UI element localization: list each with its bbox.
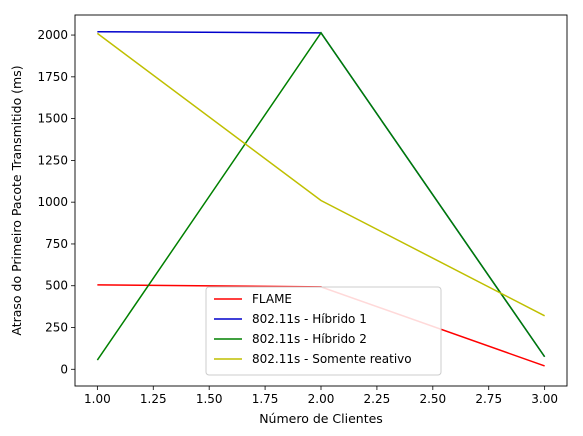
y-axis-ticks: 0 250 500 750 1000 1250 1500 1750 2000 (37, 28, 75, 376)
y-tick-label: 1500 (37, 112, 68, 126)
x-tick-label: 2.75 (475, 392, 502, 406)
x-tick-label: 1.75 (252, 392, 279, 406)
y-tick-label: 250 (45, 321, 68, 335)
legend-label-3: 802.11s - Híbrido 2 (252, 332, 367, 346)
x-axis-label: Número de Clientes (259, 411, 383, 426)
x-tick-label: 3.00 (531, 392, 558, 406)
series-line-4 (96, 32, 545, 317)
y-axis-label: Atraso do Primeiro Pacote Transmitido (m… (9, 65, 24, 335)
x-tick-label: 1.00 (84, 392, 111, 406)
x-tick-label: 2.50 (419, 392, 446, 406)
y-tick-label: 500 (45, 279, 68, 293)
y-tick-label: 1250 (37, 153, 68, 167)
legend: FLAME 802.11s - Híbrido 1 802.11s - Híbrid… (205, 286, 442, 376)
y-tick-label: 0 (60, 362, 68, 376)
legend-label-4: 802.11s - Somente reativo (252, 352, 412, 366)
x-axis-ticks: 1.00 1.25 1.50 1.75 2.00 2.25 2.50 2.75 3.00 (84, 386, 558, 406)
y-tick-label: 2000 (37, 28, 68, 42)
legend-label-2: 802.11s - Híbrido 1 (252, 312, 367, 326)
legend-box (205, 286, 442, 376)
y-tick-label: 750 (45, 237, 68, 251)
legend-label-1: FLAME (252, 292, 292, 306)
x-tick-label: 1.25 (140, 392, 167, 406)
y-tick-label: 1750 (37, 70, 68, 84)
x-tick-label: 2.25 (364, 392, 391, 406)
x-tick-label: 1.50 (196, 392, 223, 406)
y-tick-label: 1000 (37, 195, 68, 209)
x-tick-label: 2.00 (308, 392, 335, 406)
